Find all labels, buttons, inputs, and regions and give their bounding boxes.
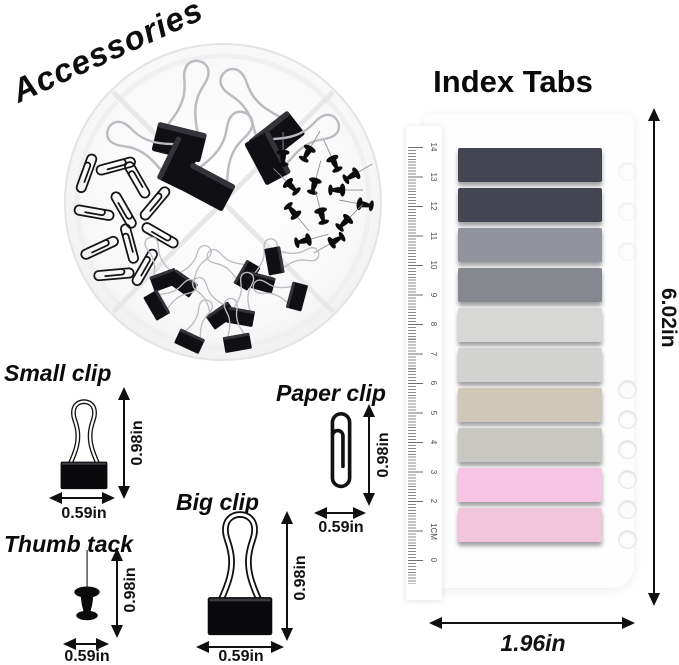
paper-clip-height-label: 0.98in — [375, 432, 392, 478]
sheet-width-label: 1.96in — [500, 630, 566, 656]
punch-hole — [618, 440, 637, 459]
index-tab — [458, 268, 602, 302]
ruler-number: 0 — [429, 557, 438, 563]
ruler-number: 13 — [429, 172, 438, 182]
dimension-arrow-sheet-height — [647, 108, 661, 606]
big-clip-label: Big clip — [176, 489, 260, 515]
punch-hole — [618, 410, 637, 429]
punch-hole — [618, 380, 637, 399]
ruler-number: 1CM — [429, 523, 438, 540]
thumb-tack-height-arrow — [110, 548, 124, 638]
index-tabs-title: Index Tabs — [433, 64, 593, 99]
ruler-ticks — [408, 134, 424, 584]
paper-clip-figure — [330, 412, 352, 489]
small-clip-label: Small clip — [4, 360, 112, 386]
paper-clip-width-arrow — [314, 506, 366, 520]
ruler-number: 9 — [429, 292, 438, 298]
ruler-number: 14 — [429, 142, 438, 152]
thumb-tack-height-label: 0.98in — [122, 567, 139, 613]
dimension-arrow-sheet-width — [429, 616, 635, 630]
case-inner-rim — [74, 53, 372, 351]
punch-hole — [618, 242, 637, 261]
index-tab — [458, 228, 602, 262]
small-clip-width-arrow — [49, 491, 115, 505]
index-tab-strips — [458, 148, 602, 548]
thumb-tack-width-arrow — [63, 637, 109, 651]
ruler-number: 5 — [429, 410, 438, 416]
ruler-number: 10 — [429, 260, 438, 270]
punch-hole — [618, 202, 637, 221]
index-tab — [458, 428, 602, 462]
punch-hole — [618, 500, 637, 519]
paper-clip-height-arrow — [362, 404, 376, 506]
index-tab — [458, 468, 602, 502]
small-clip-figure — [53, 388, 115, 498]
ruler-number: 8 — [429, 321, 438, 327]
sheet-height-label: 6.02in — [657, 288, 679, 348]
big-clip-height-arrow — [280, 511, 294, 641]
storage-case-photo — [64, 43, 382, 361]
punch-hole — [618, 470, 637, 489]
ruler-number: 3 — [429, 469, 438, 475]
paper-clip-width-label: 0.59in — [318, 519, 364, 536]
index-tab — [458, 188, 602, 222]
small-clip-height-arrow — [117, 387, 131, 499]
ruler-number: 6 — [429, 380, 438, 386]
index-tab — [458, 308, 602, 342]
big-clip-width-label: 0.59in — [218, 648, 264, 665]
index-tab — [458, 348, 602, 382]
index-tab — [458, 388, 602, 422]
ruler-number: 4 — [429, 439, 438, 445]
punch-hole — [618, 162, 637, 181]
small-clip-width-label: 0.59in — [61, 505, 107, 522]
big-clip-figure — [196, 505, 284, 638]
big-clip-height-label: 0.98in — [292, 555, 309, 601]
ruler-number: 2 — [429, 498, 438, 504]
thumb-tack-width-label: 0.59in — [64, 648, 110, 665]
ruler-number: 7 — [429, 351, 438, 357]
ruler-number: 12 — [429, 201, 438, 211]
paper-clip-label: Paper clip — [276, 380, 386, 406]
index-tab — [458, 148, 602, 182]
thumb-tack-figure — [74, 549, 100, 621]
ruler-number: 11 — [429, 231, 438, 241]
small-clip-height-label: 0.98in — [129, 420, 146, 466]
ruler: 14 13 12 11 10 9 8 7 6 5 4 3 2 1CM 0 — [406, 126, 442, 600]
punch-hole — [618, 530, 637, 549]
big-clip-width-arrow — [196, 640, 284, 654]
index-tab — [458, 508, 602, 542]
